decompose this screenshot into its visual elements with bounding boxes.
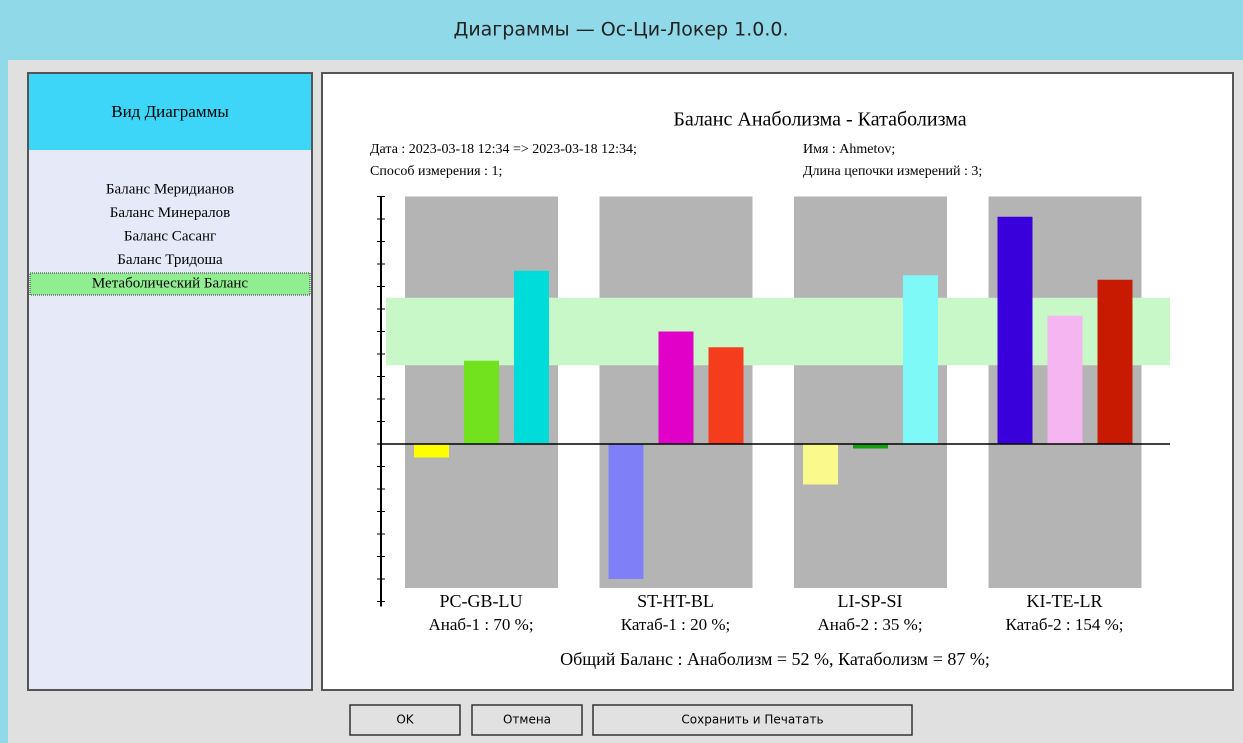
button-label[interactable]: OK — [396, 713, 414, 727]
bar — [997, 216, 1033, 444]
button-label[interactable]: Отмена — [503, 713, 551, 727]
chart-title: Баланс Анаболизма - Катаболизма — [673, 109, 966, 131]
menu-item[interactable]: Метаболический Баланс — [92, 275, 249, 291]
menu-item[interactable]: Баланс Меридианов — [106, 181, 234, 197]
button[interactable] — [592, 704, 913, 736]
bar — [853, 444, 888, 449]
group-label: LI-SP-SI — [837, 591, 902, 611]
info-chain: Длина цепочки измерений : 3; — [803, 164, 982, 179]
group-label: KI-TE-LR — [1027, 591, 1103, 611]
group-note: Катаб-1 : 20 %; — [621, 615, 731, 634]
info-date: Дата : 2023-03-18 12:34 => 2023-03-18 12… — [370, 142, 637, 157]
menu-item[interactable]: Баланс Тридоша — [117, 252, 223, 268]
bar — [903, 275, 938, 444]
menu-item[interactable]: Баланс Сасанг — [124, 228, 216, 244]
bar — [464, 360, 499, 444]
info-method: Способ измерения : 1; — [370, 164, 502, 179]
sidebar-title: Вид Диаграммы — [111, 102, 229, 121]
bar — [1097, 279, 1133, 444]
group-note: Катаб-2 : 154 %; — [1005, 615, 1123, 634]
button[interactable] — [471, 704, 583, 736]
group-label: PC-GB-LU — [439, 591, 522, 611]
bar — [658, 331, 694, 444]
group-note: Анаб-1 : 70 %; — [428, 615, 533, 634]
group-label: ST-HT-BL — [637, 591, 714, 611]
summary: Общий Баланс : Анаболизм = 52 %, Катабол… — [560, 649, 990, 669]
bar — [608, 444, 644, 579]
button-label[interactable]: Сохранить и Печатать — [681, 713, 823, 727]
button[interactable] — [349, 704, 461, 736]
window-title: Диаграммы — Ос-Ци-Локер 1.0.0. — [453, 19, 788, 41]
bar — [414, 444, 449, 458]
menu-item[interactable]: Баланс Минералов — [110, 205, 230, 221]
sidebar — [27, 72, 313, 691]
bar — [708, 347, 744, 444]
bar — [803, 444, 838, 485]
sidebar-header — [29, 74, 311, 150]
bar — [514, 270, 549, 444]
selected-item-bg — [29, 272, 311, 296]
info-name: Имя : Ahmetov; — [803, 142, 895, 157]
bar — [1047, 315, 1083, 444]
group-note: Анаб-2 : 35 %; — [817, 615, 922, 634]
